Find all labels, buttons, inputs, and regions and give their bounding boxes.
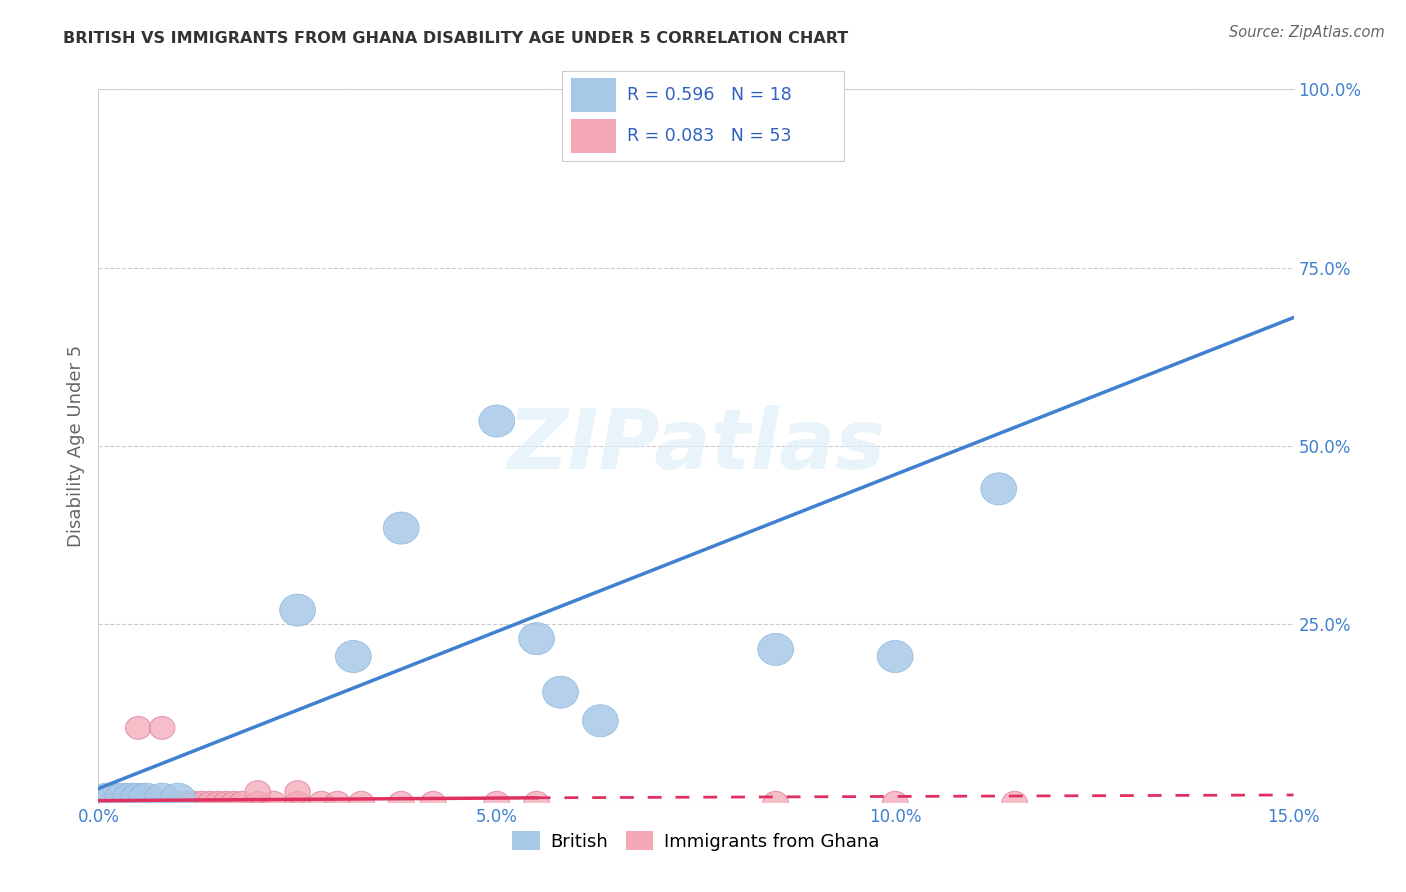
Ellipse shape xyxy=(309,791,335,814)
Ellipse shape xyxy=(190,791,215,814)
Ellipse shape xyxy=(118,791,143,814)
Ellipse shape xyxy=(149,791,174,814)
Ellipse shape xyxy=(181,791,207,814)
FancyBboxPatch shape xyxy=(571,119,616,153)
Ellipse shape xyxy=(149,791,174,814)
Ellipse shape xyxy=(519,623,554,655)
Text: R = 0.596   N = 18: R = 0.596 N = 18 xyxy=(627,87,792,104)
Ellipse shape xyxy=(479,405,515,437)
Ellipse shape xyxy=(325,791,350,814)
Ellipse shape xyxy=(245,791,270,814)
Ellipse shape xyxy=(197,791,222,814)
Ellipse shape xyxy=(110,791,135,814)
Ellipse shape xyxy=(149,716,174,739)
Text: ZIPatlas: ZIPatlas xyxy=(508,406,884,486)
Ellipse shape xyxy=(118,791,143,814)
Ellipse shape xyxy=(125,791,150,814)
Ellipse shape xyxy=(112,783,148,815)
Ellipse shape xyxy=(94,791,120,814)
FancyBboxPatch shape xyxy=(571,78,616,112)
Ellipse shape xyxy=(221,791,246,814)
Ellipse shape xyxy=(262,791,287,814)
Ellipse shape xyxy=(97,791,124,814)
Ellipse shape xyxy=(524,791,550,814)
Ellipse shape xyxy=(89,783,124,815)
Ellipse shape xyxy=(285,780,311,804)
Ellipse shape xyxy=(166,791,191,814)
Ellipse shape xyxy=(104,783,141,815)
Ellipse shape xyxy=(763,791,789,814)
Ellipse shape xyxy=(280,594,315,626)
Ellipse shape xyxy=(110,791,135,814)
Ellipse shape xyxy=(142,791,167,814)
Ellipse shape xyxy=(145,783,180,815)
Ellipse shape xyxy=(229,791,254,814)
Ellipse shape xyxy=(160,783,195,815)
Ellipse shape xyxy=(101,791,127,814)
Text: BRITISH VS IMMIGRANTS FROM GHANA DISABILITY AGE UNDER 5 CORRELATION CHART: BRITISH VS IMMIGRANTS FROM GHANA DISABIL… xyxy=(63,31,848,46)
Ellipse shape xyxy=(97,783,132,815)
Ellipse shape xyxy=(121,791,148,814)
Ellipse shape xyxy=(543,676,578,708)
Ellipse shape xyxy=(125,791,150,814)
Ellipse shape xyxy=(420,791,446,814)
Legend: British, Immigrants from Ghana: British, Immigrants from Ghana xyxy=(505,824,887,858)
Ellipse shape xyxy=(384,512,419,544)
Ellipse shape xyxy=(134,791,159,814)
Ellipse shape xyxy=(134,791,159,814)
Ellipse shape xyxy=(101,791,127,814)
Ellipse shape xyxy=(142,791,167,814)
Ellipse shape xyxy=(166,791,191,814)
Ellipse shape xyxy=(157,791,183,814)
Ellipse shape xyxy=(90,791,115,814)
Ellipse shape xyxy=(285,791,311,814)
Ellipse shape xyxy=(388,791,413,814)
Ellipse shape xyxy=(173,791,198,814)
Ellipse shape xyxy=(125,791,150,814)
Ellipse shape xyxy=(118,791,143,814)
Ellipse shape xyxy=(128,783,165,815)
Ellipse shape xyxy=(1002,791,1028,814)
Ellipse shape xyxy=(142,791,167,814)
Ellipse shape xyxy=(877,640,912,673)
Ellipse shape xyxy=(336,640,371,673)
Text: R = 0.083   N = 53: R = 0.083 N = 53 xyxy=(627,127,792,145)
Ellipse shape xyxy=(125,716,150,739)
Ellipse shape xyxy=(94,791,120,814)
Y-axis label: Disability Age Under 5: Disability Age Under 5 xyxy=(66,345,84,547)
Ellipse shape xyxy=(582,705,619,737)
Ellipse shape xyxy=(245,780,270,804)
Ellipse shape xyxy=(484,791,509,814)
Ellipse shape xyxy=(105,791,131,814)
Ellipse shape xyxy=(758,633,793,665)
Ellipse shape xyxy=(114,791,139,814)
Ellipse shape xyxy=(981,473,1017,505)
Ellipse shape xyxy=(883,791,908,814)
Ellipse shape xyxy=(134,791,159,814)
FancyBboxPatch shape xyxy=(562,71,844,161)
Ellipse shape xyxy=(157,791,183,814)
Ellipse shape xyxy=(349,791,374,814)
Ellipse shape xyxy=(205,791,231,814)
Ellipse shape xyxy=(214,791,239,814)
Text: Source: ZipAtlas.com: Source: ZipAtlas.com xyxy=(1229,25,1385,40)
Ellipse shape xyxy=(86,791,111,814)
Ellipse shape xyxy=(110,791,135,814)
Ellipse shape xyxy=(121,783,156,815)
Ellipse shape xyxy=(101,791,127,814)
